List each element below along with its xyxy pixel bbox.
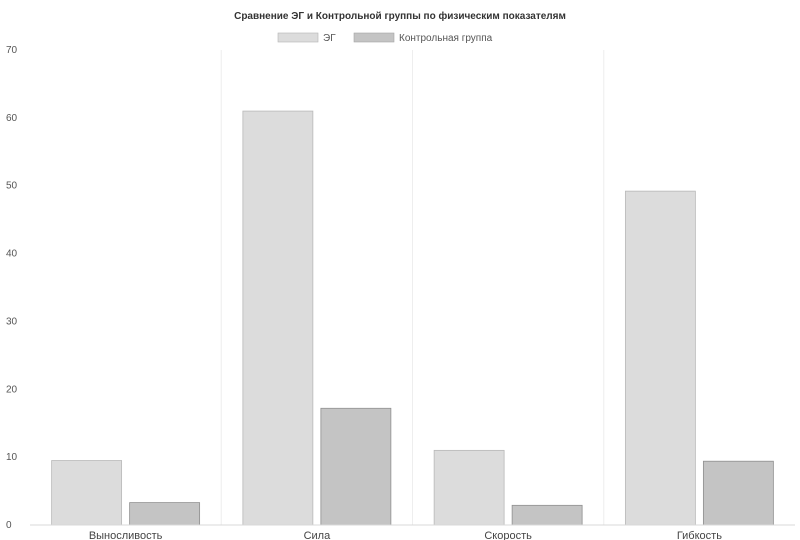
legend-swatch-eg (277, 32, 319, 43)
y-axis: 0 10 20 30 40 50 60 70 (6, 45, 18, 531)
plot-area (51, 50, 774, 526)
x-tick-label: Скорость (484, 530, 532, 540)
x-tick-label: Гибкость (677, 530, 722, 540)
bar-control (320, 407, 392, 526)
y-tick-label: 30 (6, 316, 18, 327)
x-tick-label: Выносливость (89, 530, 163, 540)
legend-swatch-control (353, 32, 395, 43)
bar-eg (242, 110, 314, 526)
x-tick-label: Сила (304, 530, 332, 540)
y-tick-label: 60 (6, 113, 18, 124)
legend: ЭГ Контрольная группа (277, 32, 493, 44)
bar-eg (624, 190, 696, 526)
y-tick-label: 70 (6, 45, 18, 56)
bar-control (511, 504, 583, 526)
legend-label-control: Контрольная группа (399, 33, 493, 44)
x-axis: Выносливость Сила Скорость Гибкость (30, 524, 795, 540)
bar-control (702, 460, 774, 526)
y-tick-label: 50 (6, 181, 18, 192)
bar-control (129, 502, 201, 526)
chart-title: Сравнение ЭГ и Контрольной группы по физ… (234, 10, 566, 22)
legend-label-eg: ЭГ (323, 33, 336, 44)
y-tick-label: 10 (6, 452, 18, 463)
y-tick-label: 40 (6, 249, 18, 260)
y-tick-label: 20 (6, 384, 18, 395)
y-tick-label: 0 (6, 520, 12, 531)
bar-eg (51, 460, 123, 526)
bar-eg (433, 449, 505, 526)
